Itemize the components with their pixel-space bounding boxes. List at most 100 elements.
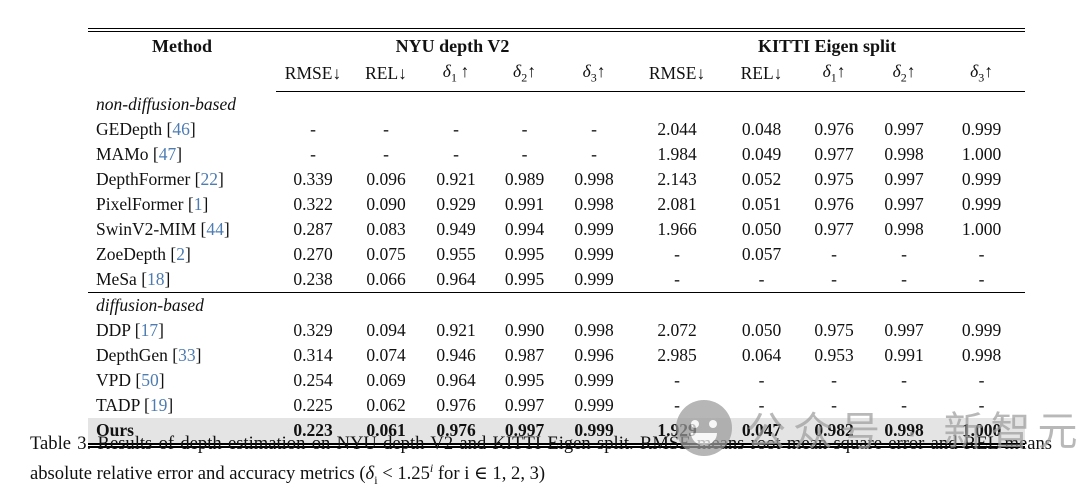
- value-cell: 1.000: [961, 144, 1002, 165]
- value-cell: 1.984: [657, 144, 697, 165]
- value-cell: 0.096: [366, 169, 406, 190]
- value-cell: 0.995: [504, 269, 545, 290]
- value-cell: 0.074: [366, 345, 406, 366]
- caption-delta-sub: i: [374, 472, 378, 487]
- method-cell: MAMo [47]: [96, 144, 183, 165]
- value-cell: 0.254: [293, 370, 333, 391]
- method-cell: GEDepth [46]: [96, 119, 196, 140]
- value-cell: -: [758, 370, 765, 391]
- value-cell: 0.057: [741, 244, 782, 265]
- value-cell: -: [383, 144, 389, 165]
- value-cell: 0.238: [293, 269, 333, 290]
- value-cell: -: [383, 119, 389, 140]
- value-cell: 2.143: [657, 169, 697, 190]
- value-cell: 0.066: [366, 269, 406, 290]
- metric-header-4: δ3↑: [559, 58, 630, 92]
- metric-header-2: δ1 ↑: [422, 58, 490, 92]
- value-cell: -: [831, 269, 837, 290]
- value-cell: 0.997: [504, 395, 545, 416]
- citation-link[interactable]: 47: [158, 144, 177, 165]
- value-cell: 0.975: [814, 169, 854, 190]
- value-cell: 0.989: [504, 169, 545, 190]
- value-cell: 0.999: [574, 244, 614, 265]
- table-row: MeSa [18] 0.238 0.066 0.964 0.995 0.999 - - - - -: [88, 267, 1025, 293]
- value-cell: 0.339: [293, 169, 333, 190]
- metric-header-9: δ3↑: [938, 58, 1026, 92]
- value-cell: 0.083: [366, 219, 406, 240]
- value-cell: 0.982: [798, 417, 871, 446]
- value-cell: 0.999: [574, 219, 614, 240]
- value-cell: -: [453, 119, 459, 140]
- dataset-group-header-0: NYU depth V2: [395, 36, 510, 56]
- table-caption: Table 3. Results of depth estimation on …: [30, 431, 1052, 493]
- results-table-container: Method NYU depth V2 KITTI Eigen split RMSE↓…: [88, 28, 1026, 448]
- method-cell: ZoeDepth [2]: [96, 244, 191, 265]
- dataset-group-header-1: KITTI Eigen split: [758, 36, 897, 56]
- method-cell: VPD [50]: [96, 370, 165, 391]
- method-cell: DDP [17]: [96, 320, 164, 341]
- table-row: DepthFormer [22] 0.339 0.096 0.921 0.989 0.99…: [88, 167, 1025, 192]
- metric-header-5: RMSE↓: [629, 58, 726, 92]
- value-cell: 0.977: [814, 144, 854, 165]
- column-header-method: Method: [152, 36, 212, 56]
- table-row: DDP [17] 0.329 0.094 0.921 0.990 0.998 2.072 0.…: [88, 318, 1025, 343]
- value-cell: 0.990: [504, 320, 545, 341]
- metric-header-7: δ1↑: [798, 58, 871, 92]
- value-cell: -: [978, 244, 985, 265]
- citation-link[interactable]: 33: [178, 345, 196, 366]
- table-row: TADP [19] 0.225 0.062 0.976 0.997 0.999 - - - - -: [88, 393, 1025, 418]
- value-cell: 0.964: [436, 370, 476, 391]
- value-cell: 0.090: [366, 194, 406, 215]
- value-cell: 0.975: [814, 320, 854, 341]
- citation-link[interactable]: 44: [206, 219, 224, 240]
- value-cell: 0.225: [293, 395, 333, 416]
- value-cell: 0.995: [504, 370, 545, 391]
- value-cell: 0.991: [504, 194, 545, 215]
- value-cell: 0.953: [814, 345, 854, 366]
- value-cell: 0.999: [574, 370, 614, 391]
- value-cell: 0.999: [574, 395, 614, 416]
- results-table: Method NYU depth V2 KITTI Eigen split RMSE↓…: [88, 28, 1026, 448]
- citation-link[interactable]: 22: [200, 169, 219, 190]
- value-cell: 0.329: [293, 320, 333, 341]
- value-cell: 0.314: [293, 345, 333, 366]
- table-row: MAMo [47] - - - - - 1.984 0.049 0.977 0.998 1.000: [88, 142, 1025, 167]
- citation-link[interactable]: 50: [141, 370, 159, 391]
- value-cell: 0.998: [574, 169, 614, 190]
- value-cell: -: [591, 144, 597, 165]
- value-cell: 2.081: [657, 194, 697, 215]
- value-cell: 0.064: [741, 345, 782, 366]
- value-cell: 0.921: [436, 169, 476, 190]
- value-cell: 1.000: [961, 219, 1002, 240]
- table-row: VPD [50] 0.254 0.069 0.964 0.995 0.999 - - - - -: [88, 368, 1025, 393]
- metric-header-1: REL↓: [350, 58, 422, 92]
- section-label: diffusion-based: [88, 291, 1026, 318]
- citation-link[interactable]: 19: [149, 395, 168, 416]
- citation-link[interactable]: 18: [147, 269, 165, 290]
- value-cell: 0.069: [366, 370, 406, 391]
- citation-link[interactable]: 2: [176, 244, 185, 265]
- table-row: PixelFormer [1] 0.322 0.090 0.929 0.991 0.998…: [88, 192, 1025, 217]
- caption-text: Table 3. Results of depth estimation on …: [30, 433, 1052, 485]
- value-cell: 0.921: [436, 320, 476, 341]
- value-cell: 0.976: [814, 194, 854, 215]
- value-cell: 0.049: [741, 144, 782, 165]
- caption-delta: δ: [365, 463, 375, 485]
- value-cell: 0.998: [870, 417, 939, 446]
- value-cell: -: [978, 269, 985, 290]
- metric-header-0: RMSE↓: [276, 58, 350, 92]
- citation-link[interactable]: 46: [172, 119, 190, 140]
- value-cell: -: [521, 144, 528, 165]
- value-cell: 0.964: [436, 269, 476, 290]
- value-cell: 0.322: [293, 194, 333, 215]
- value-cell: 2.044: [657, 119, 697, 140]
- citation-link[interactable]: 1: [193, 194, 203, 215]
- value-cell: -: [591, 119, 597, 140]
- value-cell: 0.999: [961, 119, 1002, 140]
- value-cell: 0.929: [436, 194, 476, 215]
- value-cell: 0.976: [436, 395, 476, 416]
- value-cell: 0.062: [366, 395, 406, 416]
- value-cell: 2.985: [657, 345, 697, 366]
- citation-link[interactable]: 17: [140, 320, 159, 341]
- value-cell: 0.050: [741, 320, 782, 341]
